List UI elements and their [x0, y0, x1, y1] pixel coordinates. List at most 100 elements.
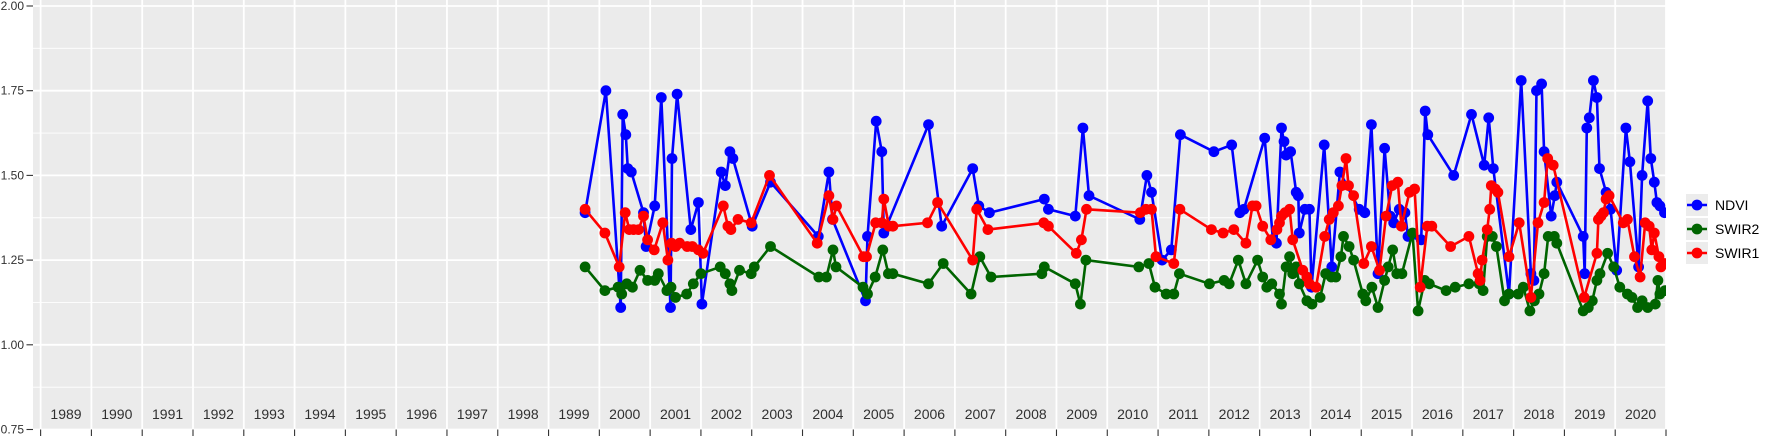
data-point-swir1: [1532, 217, 1544, 229]
legend: NDVI SWIR2 SWIR1: [1686, 193, 1759, 265]
data-point-ndvi: [665, 302, 676, 313]
x-year-label: 2004: [812, 406, 843, 422]
data-point-swir2: [830, 261, 842, 273]
data-point-swir2: [1517, 281, 1529, 293]
data-point-ndvi: [615, 302, 627, 313]
x-year-label: 2015: [1371, 406, 1402, 422]
x-year-label: 1989: [50, 406, 81, 422]
data-point-swir2: [1160, 288, 1172, 300]
x-year-label: 1999: [558, 406, 589, 422]
data-point-swir2: [1503, 288, 1515, 300]
data-point-swir1: [1629, 251, 1640, 263]
data-point-swir1: [633, 224, 644, 236]
data-point-ndvi: [1175, 129, 1186, 141]
legend-key-swir1: [1686, 242, 1708, 264]
data-point-swir1: [1043, 220, 1054, 232]
x-year-label: 1991: [152, 406, 183, 422]
data-point-swir1: [1333, 200, 1344, 212]
data-point-swir2: [1232, 254, 1244, 266]
data-point-swir1: [1445, 241, 1456, 252]
data-point-swir1: [1525, 292, 1537, 303]
legend-entry-swir1: SWIR1: [1686, 241, 1759, 265]
data-point-swir1: [1374, 264, 1385, 276]
x-year-label: 1997: [457, 406, 488, 422]
data-point-swir1: [1513, 217, 1525, 229]
data-point-swir2: [1274, 288, 1285, 300]
y-axis-label: 1.00: [1, 338, 25, 352]
data-point-swir1: [861, 251, 872, 263]
data-point-ndvi: [1577, 231, 1589, 242]
data-point-swir2: [1594, 268, 1606, 280]
data-point-swir2: [665, 281, 677, 293]
data-point-ndvi: [1422, 129, 1434, 141]
data-point-ndvi: [696, 298, 708, 310]
data-point-swir1: [823, 190, 835, 202]
data-point-swir2: [985, 271, 997, 283]
data-point-swir1: [1343, 180, 1354, 192]
x-year-label: 2016: [1422, 406, 1453, 422]
data-point-swir1: [1578, 292, 1590, 303]
data-point-ndvi: [1293, 227, 1305, 239]
data-point-ndvi: [1487, 163, 1499, 175]
x-year-label: 2011: [1168, 406, 1198, 422]
data-point-ndvi: [984, 207, 995, 219]
data-point-swir2: [937, 258, 949, 269]
data-point-swir2: [1069, 278, 1081, 290]
data-point-ndvi: [693, 197, 704, 208]
data-point-swir2: [1204, 278, 1215, 290]
x-year-label: 2000: [609, 406, 640, 422]
data-point-ndvi: [1226, 139, 1238, 151]
data-point-swir1: [638, 210, 649, 222]
data-point-swir2: [1360, 295, 1372, 307]
data-point-swir2: [1293, 278, 1305, 290]
data-point-swir1: [1598, 207, 1609, 219]
data-point-swir1: [1257, 220, 1269, 232]
data-point-ndvi: [1636, 170, 1648, 181]
data-point-ndvi: [1583, 112, 1595, 124]
series-swir2: [579, 227, 1666, 317]
data-point-swir2: [1314, 292, 1326, 303]
data-point-swir1: [1484, 203, 1496, 215]
data-point-swir2: [1280, 261, 1292, 273]
x-year-label: 2017: [1473, 406, 1504, 422]
data-point-ndvi: [1642, 95, 1654, 107]
data-point-ndvi: [823, 166, 835, 178]
legend-key-ndvi: [1686, 194, 1708, 216]
data-point-ndvi: [600, 85, 612, 97]
data-point-ndvi: [1478, 159, 1490, 171]
data-point-swir2: [923, 278, 934, 290]
data-point-swir2: [726, 285, 738, 296]
data-point-swir2: [1423, 278, 1435, 290]
x-year-label: 2009: [1066, 406, 1097, 422]
data-point-ndvi: [620, 129, 632, 141]
data-point-swir2: [887, 268, 899, 280]
data-point-swir2: [719, 268, 731, 280]
data-point-swir1: [1250, 200, 1262, 212]
data-point-swir2: [1652, 275, 1664, 286]
data-point-swir2: [813, 271, 825, 283]
data-point-swir1: [827, 214, 839, 225]
data-point-ndvi: [685, 224, 697, 236]
data-point-swir1: [1396, 220, 1407, 232]
legend-label: SWIR1: [1715, 245, 1760, 261]
data-point-swir2: [1252, 254, 1263, 266]
data-point-swir2: [1586, 295, 1598, 307]
data-point-swir2: [1080, 254, 1092, 266]
x-year-label: 1990: [101, 406, 132, 422]
data-point-swir2: [1412, 305, 1424, 317]
x-year-label: 2013: [1269, 406, 1300, 422]
data-point-swir2: [1366, 281, 1378, 293]
data-point-ndvi: [870, 115, 882, 127]
data-point-swir1: [1492, 186, 1504, 198]
legend-entry-ndvi: NDVI: [1686, 193, 1759, 217]
x-year-label: 1992: [203, 406, 234, 422]
data-point-swir2: [827, 244, 839, 256]
data-point-swir1: [1319, 231, 1331, 242]
y-axis-label: 1.50: [1, 168, 25, 182]
data-point-ndvi: [1276, 122, 1287, 134]
data-point-swir2: [1538, 268, 1550, 280]
data-point-ndvi: [967, 163, 979, 175]
data-point-ndvi: [923, 119, 934, 130]
x-year-label: 1994: [304, 406, 335, 422]
